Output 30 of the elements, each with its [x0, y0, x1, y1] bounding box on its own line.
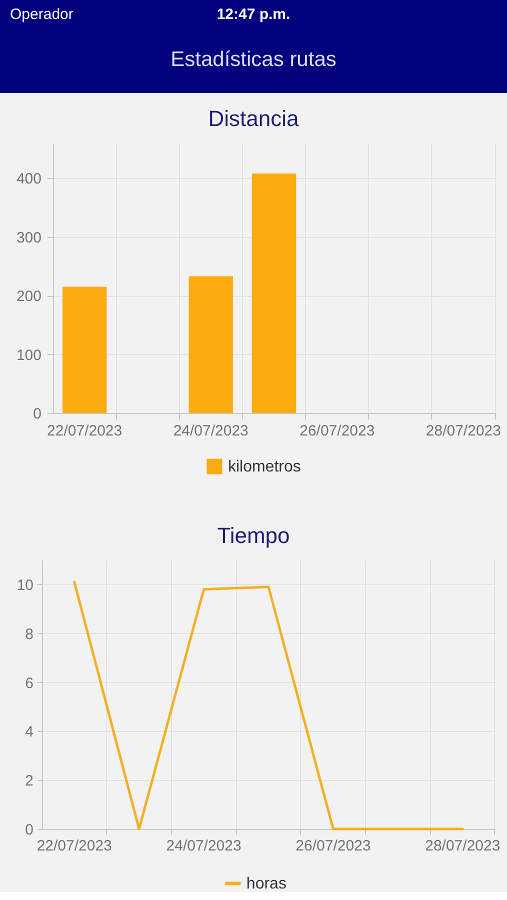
y-tick-label: 200: [16, 288, 42, 306]
chart-title: Tiempo: [217, 523, 290, 548]
x-tick-label: 26/07/2023: [296, 838, 371, 854]
y-tick-label: 10: [16, 576, 34, 594]
y-tick-label: 4: [25, 724, 34, 741]
x-tick-label: 22/07/2023: [47, 422, 122, 440]
x-tick-label: 28/07/2023: [425, 838, 500, 854]
text: Operador: [10, 6, 74, 23]
legend-label: horas: [246, 876, 286, 892]
y-tick-label: 0: [25, 822, 34, 838]
chart-title: Distancia: [208, 106, 300, 131]
bar: [252, 174, 296, 413]
x-tick-label: 22/07/2023: [36, 838, 112, 854]
text: Estadísticas rutas: [170, 48, 336, 71]
y-tick-label: 8: [25, 626, 34, 643]
text: 12:47 p.m.: [216, 6, 290, 23]
x-tick-label: 26/07/2023: [300, 422, 375, 440]
y-tick-label: 300: [16, 229, 42, 246]
bar: [188, 276, 233, 413]
x-tick-label: 28/07/2023: [426, 422, 501, 440]
y-tick-label: 2: [25, 772, 34, 790]
x-tick-label: 24/07/2023: [166, 838, 242, 854]
bar: [62, 286, 107, 413]
x-tick-label: 24/07/2023: [173, 422, 248, 440]
y-tick-label: 0: [33, 406, 42, 422]
y-tick-label: 100: [16, 346, 42, 364]
y-tick-label: 400: [16, 170, 42, 188]
line-series: [73, 580, 464, 830]
y-tick-label: 6: [25, 674, 34, 692]
legend-label: kilometros: [228, 458, 301, 476]
